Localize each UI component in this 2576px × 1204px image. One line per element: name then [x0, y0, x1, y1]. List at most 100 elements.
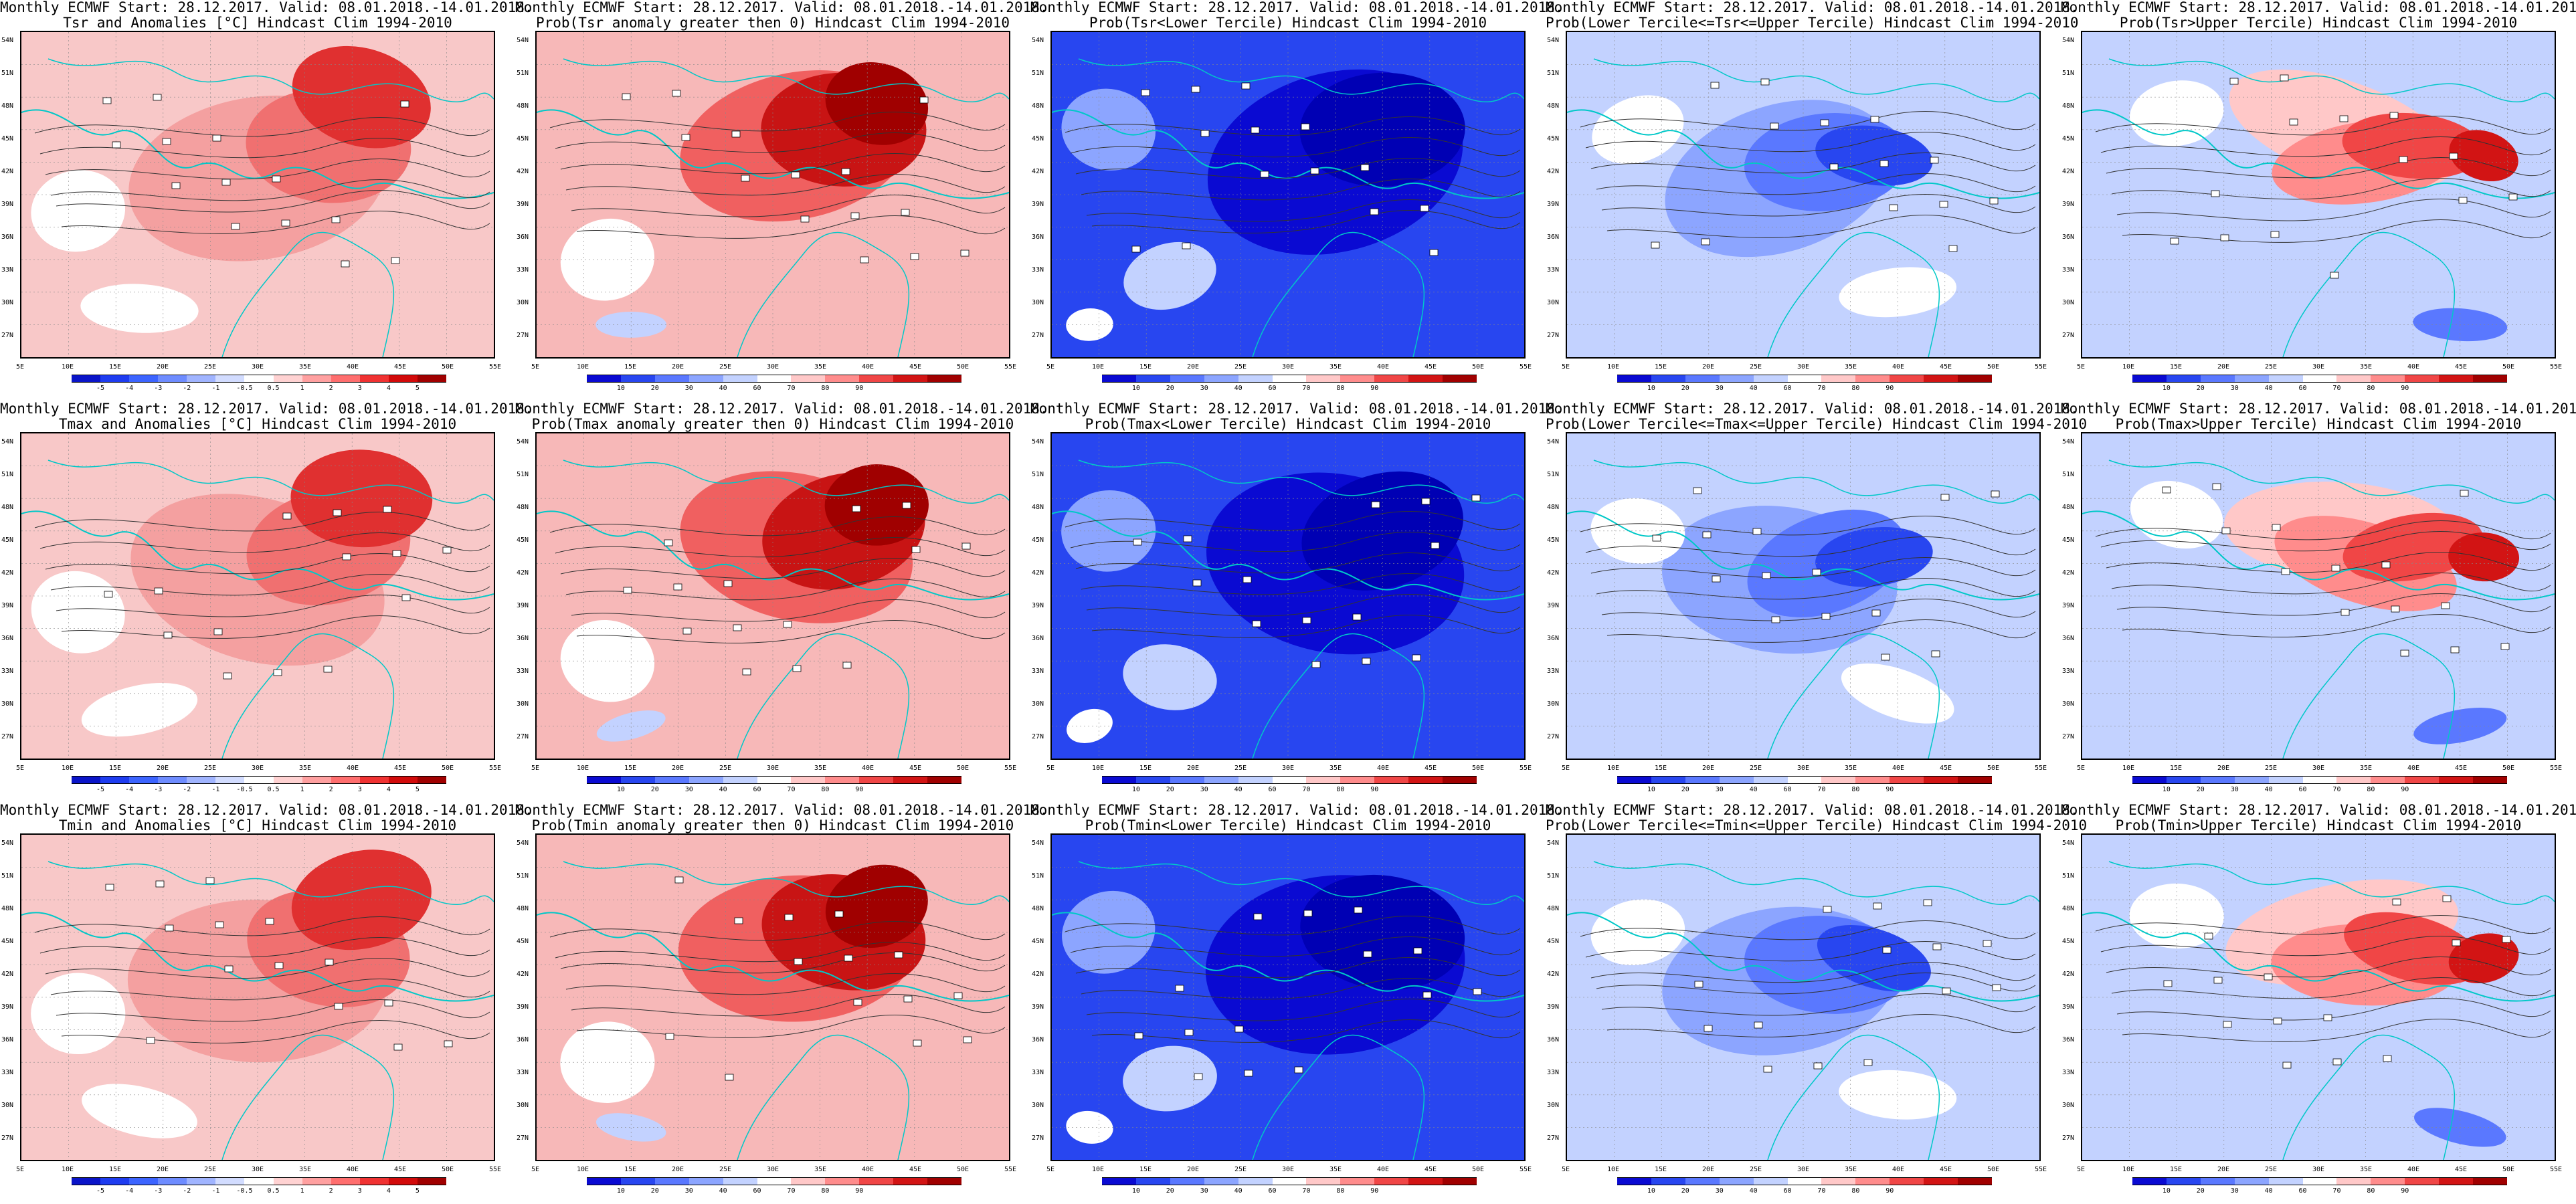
- longitude-label: 20E: [156, 1166, 169, 1173]
- colorbar-segment: [1170, 375, 1204, 383]
- station-marker: [784, 914, 794, 921]
- station-marker: [2221, 527, 2231, 534]
- station-marker: [1200, 130, 1210, 137]
- longitude-label: 55E: [488, 1166, 502, 1173]
- latitude-label: 48N: [517, 102, 529, 110]
- colorbar-tick-label: 90: [1885, 385, 1894, 392]
- latitude-label: 54N: [2062, 839, 2075, 847]
- station-marker: [2442, 895, 2452, 902]
- station-marker: [791, 171, 800, 179]
- colorbar-tick-label: -5: [96, 385, 105, 392]
- map-canvas: [537, 433, 1009, 759]
- contour-line: [61, 211, 490, 234]
- latitude-label: 48N: [2062, 504, 2075, 511]
- station-marker: [894, 951, 903, 959]
- colorbar-segment: [791, 776, 826, 784]
- panel-title: Tmin and Anomalies [°C] Hindcast Clim 19…: [58, 817, 457, 833]
- colorbar-segment: [1617, 375, 1651, 383]
- station-marker: [1752, 528, 1762, 535]
- colorbar-tick-label: 10: [1647, 786, 1655, 793]
- shaded-region: [1123, 644, 1217, 710]
- latitude-label: 48N: [1, 905, 14, 912]
- latitude-label: 54N: [1547, 839, 1560, 847]
- station-marker: [783, 621, 792, 628]
- border-line: [221, 231, 395, 357]
- latitude-label: 30N: [2062, 299, 2075, 306]
- coastline: [21, 109, 494, 199]
- colorbar-segment: [1408, 375, 1443, 383]
- latitude-label: 30N: [517, 299, 529, 306]
- longitude-label: 30E: [1797, 363, 1810, 371]
- station-marker: [742, 668, 751, 676]
- latitude-label: 36N: [1547, 1036, 1560, 1043]
- latitude-label: 30N: [1032, 700, 1044, 708]
- longitude-label: 25E: [1234, 1166, 1247, 1173]
- colorbar-tick-label: 80: [1851, 1187, 1860, 1195]
- colorbar-tick-label: 70: [1302, 786, 1311, 793]
- station-marker: [903, 995, 913, 1003]
- longitude-label: 20E: [1186, 1166, 1200, 1173]
- latitude-label: 27N: [1547, 332, 1560, 339]
- station-marker: [2500, 643, 2510, 650]
- latitude-label: 27N: [1, 1134, 14, 1142]
- contour-line: [1601, 194, 2036, 217]
- latitude-label: 27N: [1, 733, 14, 740]
- contour-line: [34, 512, 490, 532]
- station-marker: [1134, 1032, 1143, 1039]
- station-marker: [665, 1033, 674, 1040]
- colorbar-tick-label: 30: [684, 385, 693, 392]
- longitude-label: 30E: [251, 1166, 264, 1173]
- station-marker: [1881, 654, 1890, 661]
- panel-header: Monthly ECMWF Start: 28.12.2017. Valid: …: [2061, 802, 2576, 818]
- longitude-label: 30E: [1281, 363, 1295, 371]
- longitude-label: 35E: [2359, 765, 2373, 772]
- colorbar-tick-label: -5: [96, 1187, 105, 1195]
- longitude-label: 15E: [1654, 1166, 1667, 1173]
- contour-line: [39, 937, 490, 958]
- longitude-label: 20E: [156, 765, 169, 772]
- panel-header: Monthly ECMWF Start: 28.12.2017. Valid: …: [0, 802, 533, 818]
- contour-line: [565, 174, 1006, 196]
- coastline: [537, 109, 1009, 199]
- latitude-label: 42N: [1, 569, 14, 577]
- colorbar-segment: [825, 1177, 860, 1185]
- latitude-label: 51N: [1032, 872, 1044, 880]
- station-marker: [2502, 936, 2511, 943]
- station-marker: [1194, 1073, 1203, 1080]
- colorbar-tick-label: 70: [2332, 786, 2341, 793]
- longitude-label: 45E: [393, 363, 407, 371]
- longitude-label: 35E: [814, 1166, 827, 1173]
- latitude-label: 45N: [1547, 536, 1560, 544]
- colorbar-segment: [388, 375, 418, 383]
- shaded-region: [81, 683, 198, 737]
- latitude-label: 30N: [1547, 1102, 1560, 1109]
- longitude-label: 40E: [1892, 363, 1905, 371]
- colorbar-tick-label: 90: [855, 786, 864, 793]
- latitude-label: 30N: [2062, 700, 2075, 708]
- colorbar-segment: [859, 776, 894, 784]
- station-marker: [146, 1037, 155, 1044]
- colorbar-tick-label: 70: [2332, 385, 2341, 392]
- contour-line: [1091, 615, 1521, 638]
- colorbar-tick-label: 90: [1885, 1187, 1894, 1195]
- latitude-label: 27N: [517, 332, 529, 339]
- longitude-label: 20E: [156, 363, 169, 371]
- panel-title: Prob(Tsr>Upper Tercile) Hindcast Clim 19…: [2119, 15, 2518, 31]
- contour-line: [1596, 578, 2036, 600]
- station-marker: [2280, 74, 2289, 82]
- contour-line: [45, 553, 490, 575]
- station-marker: [623, 587, 632, 594]
- longitude-label: 50E: [2502, 765, 2515, 772]
- latitude-label: 54N: [1032, 839, 1044, 847]
- station-marker: [963, 1036, 972, 1043]
- colorbar-segment: [1685, 776, 1720, 784]
- longitude-label: 25E: [1234, 363, 1247, 371]
- colorbar-tick-label: 80: [821, 1187, 830, 1195]
- station-marker: [325, 959, 334, 966]
- longitude-label: 30E: [766, 765, 779, 772]
- colorbar-tick-label: 10: [616, 786, 625, 793]
- forecast-map: [1566, 432, 2041, 760]
- latitude-label: 42N: [2062, 569, 2075, 577]
- colorbar-segment: [2371, 1177, 2405, 1185]
- map-canvas: [2082, 433, 2555, 759]
